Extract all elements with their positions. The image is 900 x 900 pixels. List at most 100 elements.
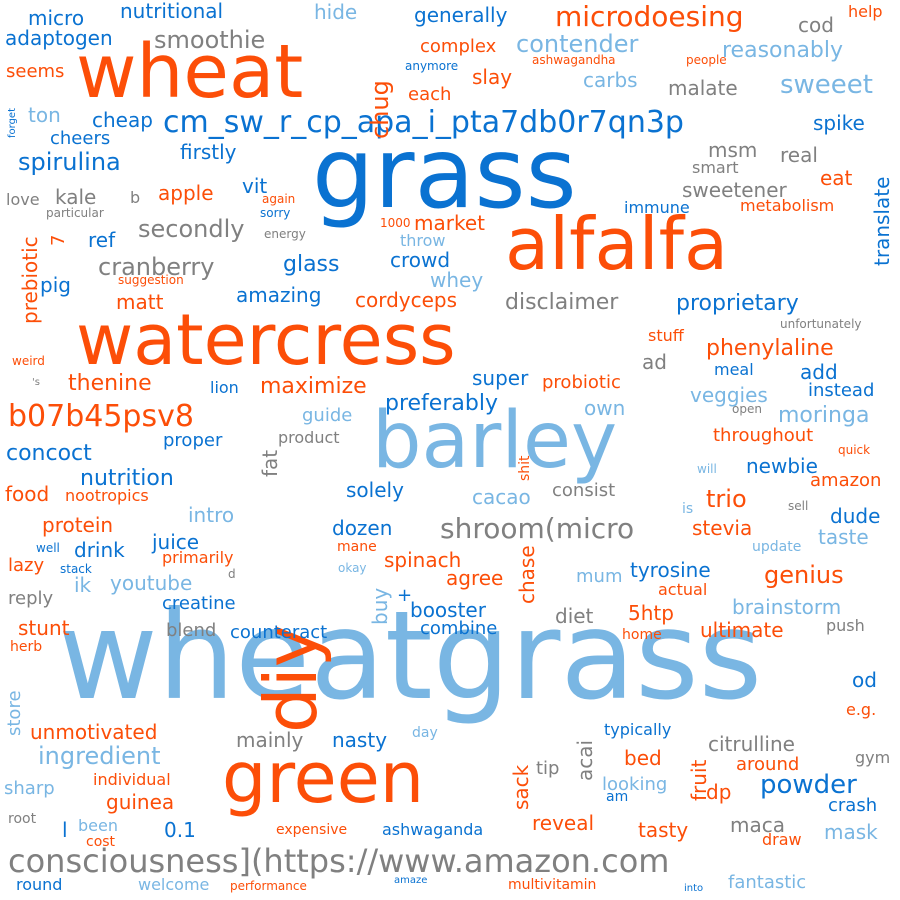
word-market: market (414, 211, 485, 235)
word-unmotivated: unmotivated (30, 720, 158, 744)
word-buy: buy (368, 587, 392, 625)
word-b07b45psv8: b07b45psv8 (8, 399, 194, 434)
word-throughout: throughout (713, 425, 814, 446)
word-wheat: wheat (76, 29, 304, 115)
word-phenylaline: phenylaline (706, 336, 834, 361)
word-proprietary: proprietary (676, 291, 799, 316)
word-lion: lion (210, 378, 239, 397)
word-sack: sack (509, 764, 533, 810)
word-suggestion: suggestion (118, 273, 184, 287)
word-complex: complex (420, 36, 497, 57)
word-multivitamin: multivitamin (508, 877, 597, 893)
word-mainly: mainly (236, 728, 304, 752)
word-combine: combine (420, 618, 498, 639)
word-watercress: watercress (76, 299, 456, 381)
word-consist: consist (552, 480, 616, 501)
word-reply: reply (8, 588, 54, 609)
word-maximize: maximize (260, 374, 367, 399)
word-unfortunately: unfortunately (780, 317, 862, 331)
word-chug: chug (366, 80, 394, 139)
word-sharp: sharp (4, 778, 55, 799)
word-intro: intro (188, 503, 235, 527)
word-reveal: reveal (532, 811, 595, 835)
word-msm: msm (708, 138, 758, 162)
word-veggies: veggies (690, 383, 768, 407)
word-into: into (684, 883, 704, 894)
word-dude: dude (830, 504, 881, 528)
word-agree: agree (446, 566, 504, 590)
word-tip: tip (536, 758, 560, 779)
word-slay: slay (472, 65, 513, 89)
word-chase: chase (515, 545, 539, 604)
word-kale: kale (55, 185, 97, 209)
word-thenine: thenine (68, 371, 152, 396)
word-glass: glass (283, 252, 340, 277)
word-spinach: spinach (384, 548, 462, 572)
word-brainstorm: brainstorm (732, 595, 842, 619)
word-draw: draw (762, 830, 802, 849)
word-juice: juice (152, 530, 200, 554)
word-weird: weird (12, 354, 45, 368)
word-proper: proper (163, 430, 223, 451)
word-shit: shit (517, 455, 533, 481)
word-people: people (686, 53, 727, 67)
word-dozen: dozen (332, 516, 393, 540)
word-5htp: 5htp (628, 601, 674, 625)
word-lazy: lazy (8, 555, 45, 576)
word-crash: crash (828, 795, 878, 816)
word-add: add (800, 360, 838, 384)
word-super: super (472, 366, 529, 390)
word-energy: energy (264, 227, 306, 241)
word-ashwaganda: ashwaganda (382, 820, 484, 839)
word-adaptogen: adaptogen (5, 26, 113, 50)
word-genius: genius (764, 561, 844, 589)
word-grass: grass (312, 117, 577, 231)
word-firstly: firstly (180, 140, 237, 164)
word-counteract: counteract (230, 622, 328, 643)
word-meal: meal (714, 360, 754, 379)
word-nutritional: nutritional (120, 0, 224, 23)
word-solely: solely (346, 478, 404, 502)
word-day: day (412, 725, 438, 741)
word-e-g: e.g. (846, 700, 877, 719)
word-own: own (584, 396, 626, 420)
word-store: store (4, 690, 25, 736)
word-whey: whey (430, 268, 484, 292)
word-translate: translate (870, 176, 894, 266)
word-round: round (16, 875, 63, 894)
word-consciousness-https-www-amazon-com: consciousness](https://www.amazon.com (8, 842, 670, 880)
word-mane: mane (337, 539, 377, 555)
word-actual: actual (658, 580, 708, 599)
word-od: od (852, 668, 877, 692)
word-welcome: welcome (138, 875, 210, 894)
word-s: 's (32, 377, 40, 388)
word-ingredient: ingredient (38, 742, 161, 770)
word-open: open (732, 402, 762, 416)
word-individual: individual (93, 770, 171, 789)
word-apple: apple (158, 181, 214, 205)
word-cacao: cacao (472, 485, 531, 509)
word-prebiotic: prebiotic (18, 236, 42, 324)
word-citrulline: citrulline (708, 732, 795, 756)
word-amazon: amazon (810, 470, 882, 491)
word-pig: pig (40, 273, 71, 297)
word-cranberry: cranberry (98, 253, 215, 281)
word-guinea: guinea (106, 790, 175, 814)
word-cordyceps: cordyceps (355, 288, 458, 312)
word-l: l (62, 818, 68, 842)
word-acai: acai (573, 739, 597, 781)
word-instead: instead (808, 380, 875, 401)
word-stack: stack (60, 562, 92, 576)
word-preferably: preferably (385, 391, 498, 416)
word-concoct: concoct (6, 441, 92, 466)
word-ref: ref (88, 228, 116, 252)
word-am: am (606, 789, 629, 805)
word-taste: taste (818, 525, 869, 549)
word-micro: micro (28, 6, 85, 30)
word-trio: trio (706, 485, 747, 513)
word-sweetener: sweetener (682, 178, 787, 202)
word-sweeet: sweeet (780, 70, 873, 100)
word-protein: protein (42, 513, 114, 537)
word-typically: typically (604, 720, 672, 739)
word-drink: drink (74, 538, 125, 562)
